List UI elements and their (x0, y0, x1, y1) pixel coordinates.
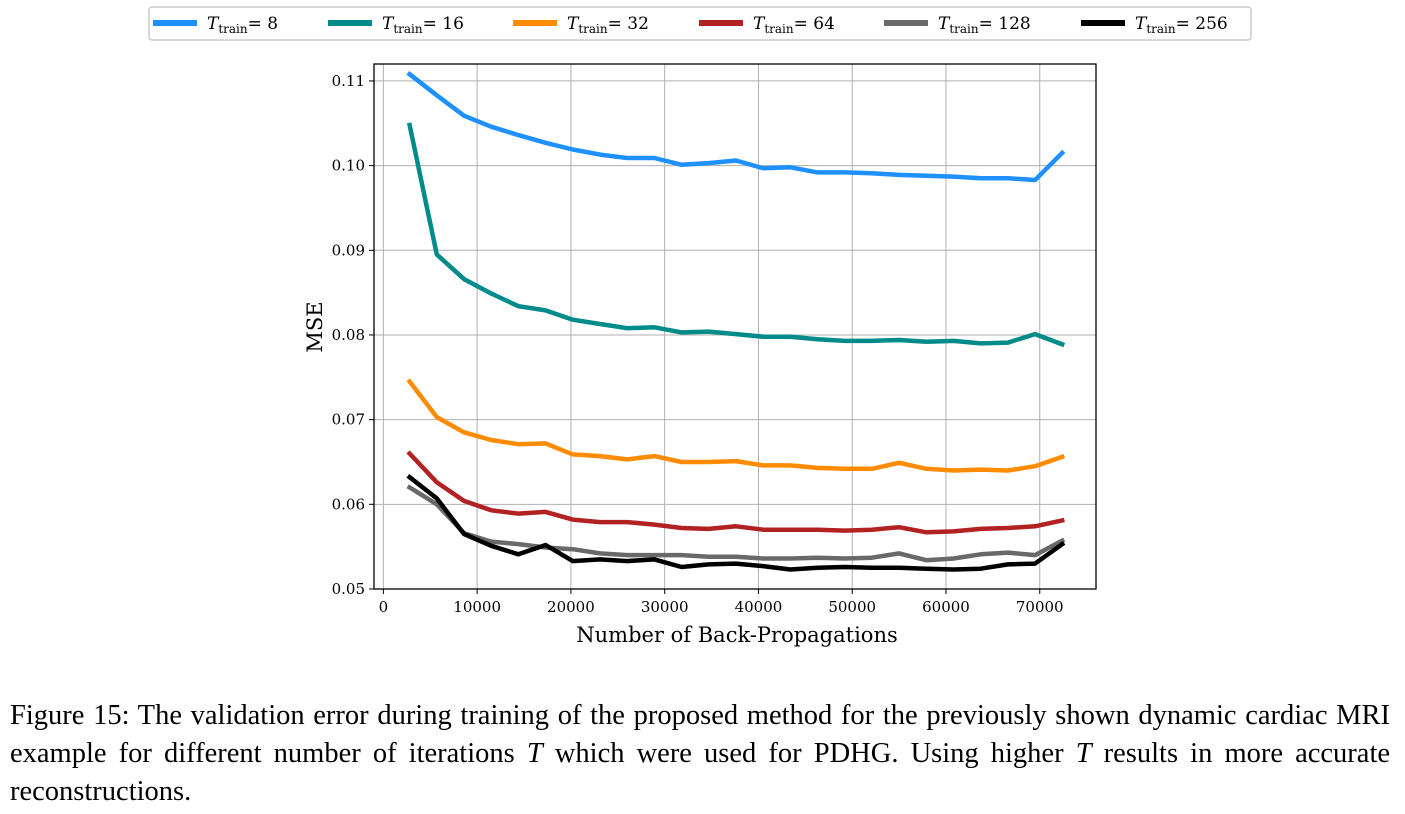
legend-label-6: Ttrain= 256 (1135, 14, 1228, 36)
series-line-1 (406, 71, 1066, 183)
legend-subscript: train (393, 22, 423, 36)
y-tick-label: 0.06 (332, 495, 365, 513)
x-tick-label: 30000 (641, 598, 689, 616)
legend-variable: T (1135, 14, 1148, 34)
y-tick-label: 0.05 (332, 580, 365, 598)
legend-variable: T (753, 14, 766, 34)
caption-text-1: The validation error during training of … (10, 700, 1390, 769)
caption-text-2: which were used for PDHG. Using higher (554, 738, 1064, 769)
y-tick-label: 0.08 (332, 326, 365, 344)
legend-label-1: Ttrain= 8 (207, 14, 278, 36)
x-axis: 0 10000 20000 30000 40000 50000 60000 70000 (379, 589, 1064, 616)
plot-frame (373, 63, 1097, 590)
y-axis-label: MSE (303, 301, 327, 352)
series-line-4 (406, 450, 1065, 535)
y-tick-label: 0.11 (332, 72, 365, 90)
line-chart: Ttrain= 8 Ttrain= 16 Ttrain= 32 Ttrain= 64 T… (148, 6, 1252, 647)
series-line-5 (406, 484, 1066, 563)
legend-variable: T (207, 14, 220, 34)
legend-value: = 32 (608, 14, 649, 34)
legend-value: = 8 (248, 14, 278, 34)
legend-value: = 64 (794, 14, 835, 34)
grid (374, 64, 1096, 590)
caption-text-3: results in more accurate reconstructions… (10, 738, 1391, 807)
y-tick-label: 0.09 (332, 241, 365, 259)
x-tick-label: 50000 (828, 598, 876, 616)
series-layer (406, 71, 1066, 572)
x-tick-label: 0 (379, 598, 389, 616)
legend-value: = 256 (1176, 14, 1228, 34)
x-tick-label: 10000 (453, 598, 501, 616)
legend-variable: T (382, 14, 395, 34)
legend-value: = 16 (423, 14, 464, 34)
legend-value: = 128 (979, 14, 1031, 34)
y-axis: 0.05 0.06 0.07 0.08 0.09 0.10 0.11 (332, 72, 374, 598)
legend-label-5: Ttrain= 128 (938, 14, 1031, 36)
series-line-6 (406, 474, 1066, 572)
x-tick-label: 70000 (1016, 598, 1064, 616)
series-line-3 (406, 378, 1066, 473)
series-line-2 (406, 122, 1066, 348)
legend-variable: T (567, 14, 580, 34)
legend-subscript: train (218, 22, 248, 36)
legend-variable: T (938, 14, 951, 34)
legend-subscript: train (1146, 22, 1176, 36)
y-tick-label: 0.10 (332, 157, 365, 175)
legend-subscript: train (949, 22, 979, 36)
legend-subscript: train (764, 22, 794, 36)
legend-label-3: Ttrain= 32 (567, 14, 649, 36)
caption-variable-2: T (1075, 738, 1092, 769)
x-tick-label: 60000 (922, 598, 970, 616)
x-axis-label: Number of Back-Propagations (576, 623, 898, 647)
caption-label: Figure 15: (10, 700, 130, 731)
y-tick-label: 0.07 (332, 411, 365, 429)
legend-entries: Ttrain= 8 Ttrain= 16 Ttrain= 32 Ttrain= 64 T… (153, 14, 1228, 36)
caption-variable-1: T (526, 738, 543, 769)
legend: Ttrain= 8 Ttrain= 16 Ttrain= 32 Ttrain= 64 T… (148, 6, 1252, 41)
figure-caption: Figure 15: The validation error during t… (10, 697, 1390, 811)
legend-label-2: Ttrain= 16 (382, 14, 464, 36)
x-tick-label: 40000 (735, 598, 783, 616)
x-tick-label: 20000 (547, 598, 595, 616)
legend-subscript: train (578, 22, 608, 36)
legend-label-4: Ttrain= 64 (753, 14, 835, 36)
